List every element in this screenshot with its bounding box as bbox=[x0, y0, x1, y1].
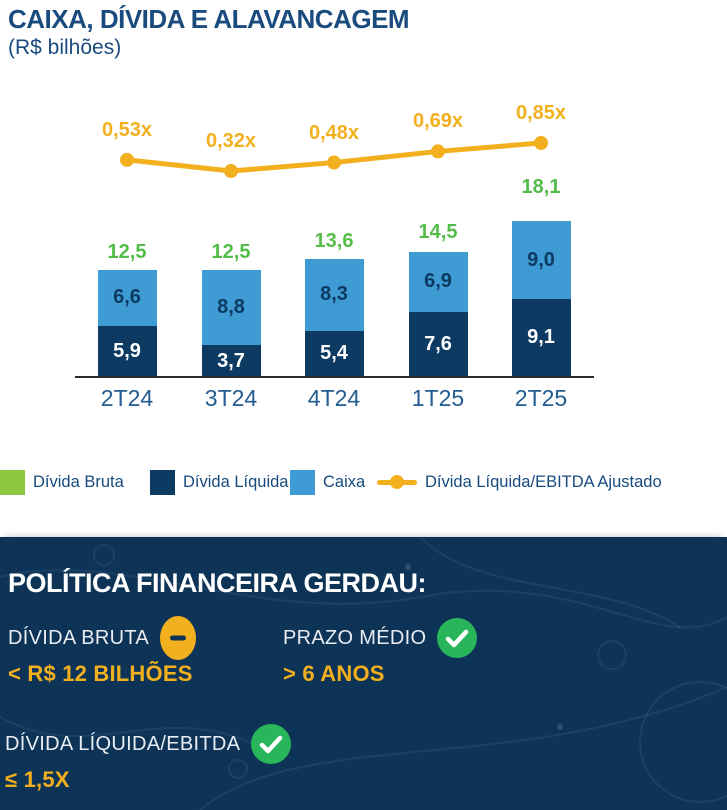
policy-item-value: > 6 ANOS bbox=[283, 661, 385, 686]
legend-item-divida-liquida: Dívida Líquida bbox=[150, 469, 289, 495]
policy-item-divida-liquida-ebitda: DÍVIDA LÍQUIDA/EBITDA ≤ 1,5X bbox=[5, 722, 292, 793]
line-marker-icon bbox=[377, 469, 417, 495]
divida-liquida-swatch bbox=[150, 469, 175, 495]
policy-title: POLÍTICA FINANCEIRA GERDAU: bbox=[8, 568, 427, 598]
bar-segment-divida-liquida: 7,6 bbox=[408, 311, 468, 377]
divida-bruta-total-label: 14,5 bbox=[418, 221, 458, 244]
line-point bbox=[224, 164, 238, 179]
policy-item-prazo-medio: PRAZO MÉDIO > 6 ANOS bbox=[283, 616, 478, 687]
x-axis-line bbox=[75, 376, 594, 378]
legend-item-divida-bruta: Dívida Bruta bbox=[0, 469, 124, 495]
category-label: 4T24 bbox=[307, 385, 361, 411]
legend-label: Dívida Bruta bbox=[33, 472, 124, 491]
legend-item-alavancagem: Dívida Líquida/EBITDA Ajustado bbox=[377, 469, 662, 495]
legend-item-caixa: Caixa bbox=[290, 469, 365, 495]
line-point bbox=[534, 135, 548, 150]
bar-segment-divida-liquida: 3,7 bbox=[201, 345, 261, 377]
policy-panel: POLÍTICA FINANCEIRA GERDAU: DÍVIDA BRUTA… bbox=[0, 537, 727, 810]
check-badge-icon bbox=[437, 618, 478, 658]
line-value-label: 0,69x bbox=[412, 110, 464, 133]
chart-legend: Dívida Bruta Dívida Líquida Caixa Dívida… bbox=[0, 469, 727, 495]
network-pattern-decoration bbox=[0, 537, 727, 810]
legend-label: Dívida Líquida bbox=[183, 472, 289, 491]
page-subtitle: (R$ bilhões) bbox=[8, 36, 122, 59]
bar-segment-caixa: 6,9 bbox=[408, 252, 468, 312]
check-badge-icon bbox=[251, 724, 292, 764]
category-label: 1T25 bbox=[411, 385, 465, 411]
policy-item-label: DÍVIDA LÍQUIDA/EBITDA bbox=[5, 732, 241, 755]
policy-item-value: ≤ 1,5X bbox=[5, 767, 70, 792]
policy-item-divida-bruta: DÍVIDA BRUTA < R$ 12 BILHÕES bbox=[8, 616, 197, 687]
line-value-label: 0,85x bbox=[515, 101, 567, 124]
divida-bruta-total-label: 13,6 bbox=[314, 230, 354, 253]
chart-canvas: 0,53x 0,32x 0,48x 0,69x 0,85x 5,9 6,6 12,5 2T24 3… bbox=[75, 101, 594, 411]
line-point bbox=[431, 144, 445, 159]
policy-item-label: PRAZO MÉDIO bbox=[283, 626, 427, 649]
policy-item-value: < R$ 12 BILHÕES bbox=[8, 661, 193, 686]
line-value-label: 0,48x bbox=[308, 121, 360, 144]
divida-bruta-swatch bbox=[0, 469, 25, 495]
bar-segment-divida-liquida: 9,1 bbox=[511, 298, 571, 377]
bar-segment-divida-liquida: 5,4 bbox=[304, 330, 364, 377]
divida-bruta-total-label: 12,5 bbox=[107, 240, 147, 263]
legend-label: Caixa bbox=[323, 472, 366, 491]
bar-segment-caixa: 6,6 bbox=[97, 269, 157, 327]
bar-segment-caixa: 8,8 bbox=[201, 269, 261, 346]
minus-badge-icon bbox=[160, 616, 197, 660]
category-label: 2T24 bbox=[100, 385, 154, 411]
divida-bruta-total-label: 18,1 bbox=[521, 176, 561, 199]
policy-item-label: DÍVIDA BRUTA bbox=[8, 626, 150, 649]
line-point bbox=[120, 152, 134, 167]
page-title: CAIXA, DÍVIDA E ALAVANCAGEM bbox=[8, 4, 410, 34]
bar-segment-caixa: 9,0 bbox=[511, 221, 571, 299]
category-label: 3T24 bbox=[204, 385, 258, 411]
bar-segment-caixa: 8,3 bbox=[304, 259, 364, 331]
line-value-label: 0,32x bbox=[205, 130, 257, 153]
legend-label: Dívida Líquida/EBITDA Ajustado bbox=[425, 472, 662, 491]
category-label: 2T25 bbox=[514, 385, 568, 411]
divida-bruta-total-label: 12,5 bbox=[211, 240, 251, 263]
line-point bbox=[327, 155, 341, 170]
caixa-swatch bbox=[290, 469, 315, 495]
line-value-label: 0,53x bbox=[101, 118, 153, 141]
bar-segment-divida-liquida: 5,9 bbox=[97, 326, 157, 377]
